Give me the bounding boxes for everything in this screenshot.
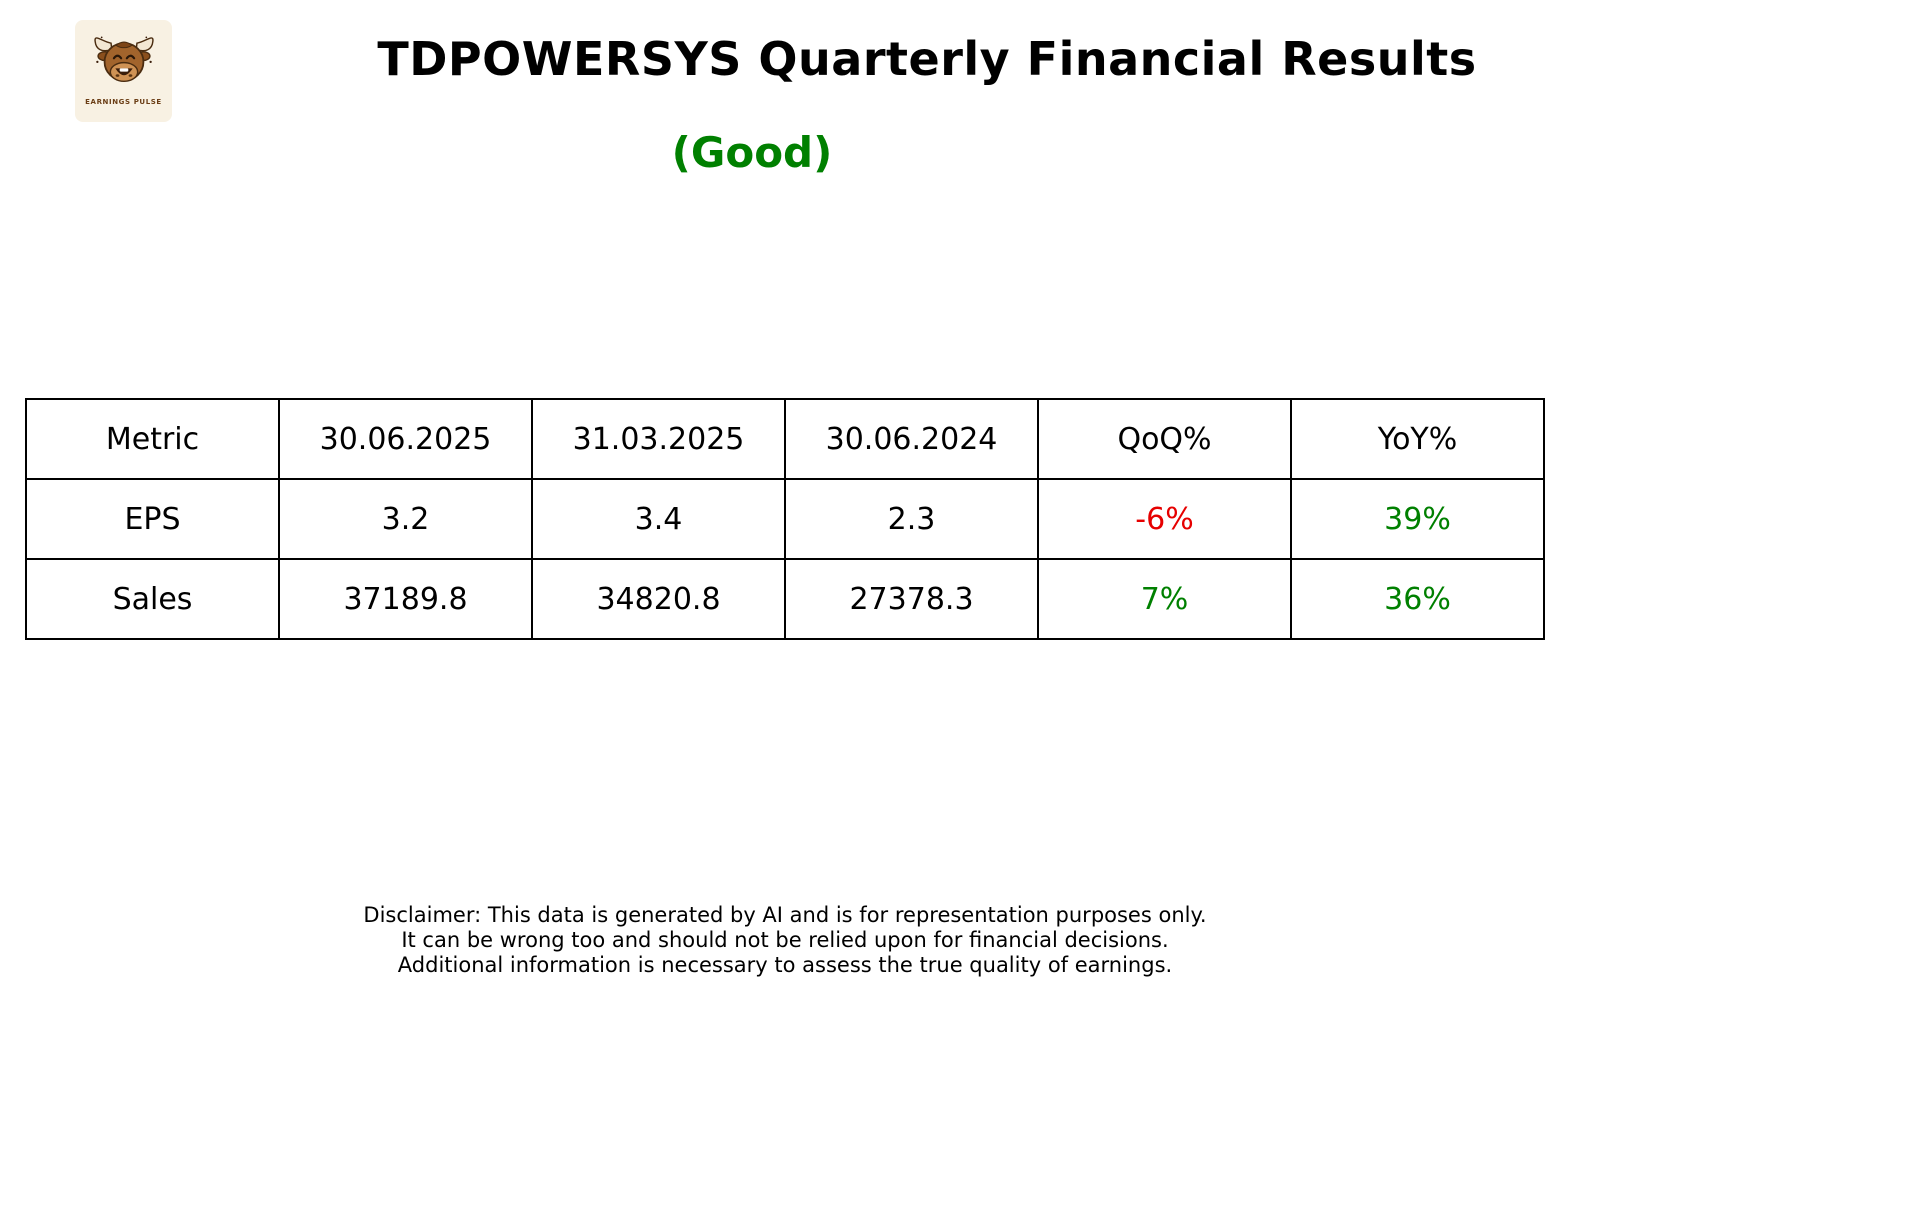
table-header-row: Metric 30.06.2025 31.03.2025 30.06.2024 … (25, 398, 1545, 480)
column-header-q-yearago: 30.06.2024 (784, 398, 1039, 480)
cell-sales-yoy: 36% (1290, 558, 1545, 640)
column-header-metric: Metric (25, 398, 280, 480)
results-table-container: Metric 30.06.2025 31.03.2025 30.06.2024 … (25, 398, 1545, 640)
cell-sales-previous: 34820.8 (531, 558, 786, 640)
column-header-q-previous: 31.03.2025 (531, 398, 786, 480)
column-header-qoq: QoQ% (1037, 398, 1292, 480)
results-table: Metric 30.06.2025 31.03.2025 30.06.2024 … (25, 398, 1545, 640)
disclaimer-line-1: Disclaimer: This data is generated by AI… (363, 903, 1207, 927)
cell-sales-yearago: 27378.3 (784, 558, 1039, 640)
disclaimer-line-2: It can be wrong too and should not be re… (401, 928, 1169, 952)
table-row-sales: Sales 37189.8 34820.8 27378.3 7% 36% (25, 558, 1545, 640)
cell-sales-current: 37189.8 (278, 558, 533, 640)
earnings-pulse-logo: EARNINGS PULSE (75, 20, 172, 122)
cell-eps-previous: 3.4 (531, 478, 786, 560)
logo-brand-text: EARNINGS PULSE (85, 98, 162, 106)
cell-eps-current: 3.2 (278, 478, 533, 560)
cell-eps-metric: EPS (25, 478, 280, 560)
cell-sales-qoq: 7% (1037, 558, 1292, 640)
cell-sales-metric: Sales (25, 558, 280, 640)
quality-verdict: (Good) (671, 128, 833, 177)
bull-icon (93, 36, 154, 83)
cell-eps-yearago: 2.3 (784, 478, 1039, 560)
table-row-eps: EPS 3.2 3.4 2.3 -6% 39% (25, 478, 1545, 560)
disclaimer: Disclaimer: This data is generated by AI… (363, 903, 1206, 978)
disclaimer-line-3: Additional information is necessary to a… (397, 953, 1173, 977)
column-header-yoy: YoY% (1290, 398, 1545, 480)
cell-eps-yoy: 39% (1290, 478, 1545, 560)
column-header-q-current: 30.06.2025 (278, 398, 533, 480)
cell-eps-qoq: -6% (1037, 478, 1292, 560)
page-title: TDPOWERSYS Quarterly Financial Results (377, 32, 1477, 86)
